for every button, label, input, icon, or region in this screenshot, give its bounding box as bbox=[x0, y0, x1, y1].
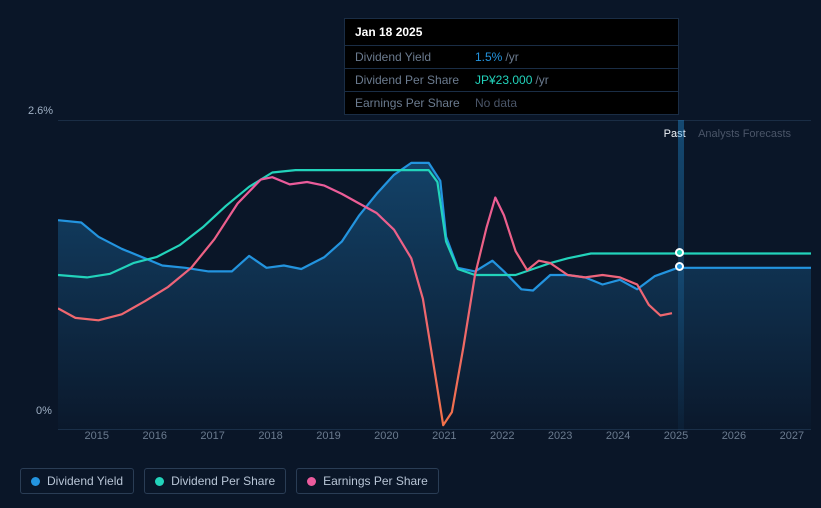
chart-container: Jan 18 2025 Dividend Yield1.5%/yrDividen… bbox=[10, 10, 811, 498]
chart-svg bbox=[58, 120, 811, 430]
legend-item[interactable]: Dividend Yield bbox=[20, 468, 134, 494]
x-tick: 2018 bbox=[258, 430, 282, 442]
tooltip-value: 1.5% bbox=[475, 50, 502, 64]
x-tick: 2019 bbox=[316, 430, 340, 442]
x-tick: 2021 bbox=[432, 430, 456, 442]
tooltip-date: Jan 18 2025 bbox=[345, 19, 678, 46]
x-tick: 2015 bbox=[85, 430, 109, 442]
x-tick: 2016 bbox=[142, 430, 166, 442]
x-tick: 2017 bbox=[200, 430, 224, 442]
x-tick: 2020 bbox=[374, 430, 398, 442]
x-tick: 2023 bbox=[548, 430, 572, 442]
y-axis-max: 2.6% bbox=[28, 105, 53, 117]
y-axis-min: 0% bbox=[36, 405, 52, 417]
x-tick: 2025 bbox=[664, 430, 688, 442]
x-tick: 2024 bbox=[606, 430, 630, 442]
x-tick: 2026 bbox=[722, 430, 746, 442]
legend: Dividend Yield Dividend Per Share Earnings… bbox=[20, 468, 439, 494]
tooltip-row: Earnings Per ShareNo data bbox=[345, 92, 678, 114]
tooltip-label: Earnings Per Share bbox=[355, 96, 475, 110]
legend-label: Dividend Yield bbox=[47, 474, 123, 488]
legend-dot-icon bbox=[31, 477, 40, 486]
tooltip-row: Dividend Yield1.5%/yr bbox=[345, 46, 678, 69]
x-tick: 2027 bbox=[780, 430, 804, 442]
x-tick: 2022 bbox=[490, 430, 514, 442]
legend-dot-icon bbox=[155, 477, 164, 486]
legend-label: Dividend Per Share bbox=[171, 474, 275, 488]
legend-item[interactable]: Earnings Per Share bbox=[296, 468, 439, 494]
series-marker bbox=[675, 248, 684, 257]
tooltip-value: No data bbox=[475, 96, 517, 110]
tooltip-value: JP¥23.000 bbox=[475, 73, 532, 87]
legend-dot-icon bbox=[307, 477, 316, 486]
tooltip-unit: /yr bbox=[535, 73, 548, 87]
tooltip-row: Dividend Per ShareJP¥23.000/yr bbox=[345, 69, 678, 92]
tooltip-label: Dividend Per Share bbox=[355, 73, 475, 87]
series-marker bbox=[675, 262, 684, 271]
tooltip-label: Dividend Yield bbox=[355, 50, 475, 64]
legend-label: Earnings Per Share bbox=[323, 474, 428, 488]
data-tooltip: Jan 18 2025 Dividend Yield1.5%/yrDividen… bbox=[344, 18, 679, 115]
tooltip-unit: /yr bbox=[505, 50, 518, 64]
legend-item[interactable]: Dividend Per Share bbox=[144, 468, 286, 494]
